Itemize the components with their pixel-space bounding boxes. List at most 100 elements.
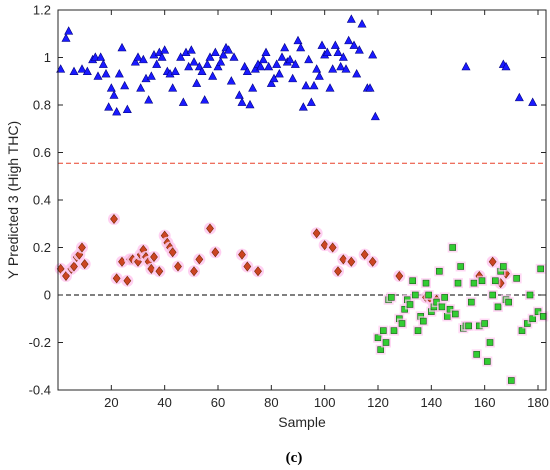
triangle-point <box>146 71 156 80</box>
square-point <box>473 351 480 358</box>
triangle-point <box>120 80 130 90</box>
diamond-point <box>174 261 182 272</box>
triangle-point <box>285 54 295 64</box>
triangle-point <box>314 71 324 80</box>
triangle-point <box>130 57 140 66</box>
y-tick-label: 0.8 <box>33 98 51 113</box>
series-0-triangle-points <box>56 14 538 121</box>
triangle-point <box>178 97 188 106</box>
diamond-point <box>243 261 252 272</box>
square-point <box>492 277 499 285</box>
square-point <box>481 320 488 327</box>
triangle-point <box>234 90 244 99</box>
x-tick-label: 80 <box>264 395 278 410</box>
triangle-point <box>461 61 471 71</box>
triangle-point <box>133 52 143 61</box>
square-point <box>438 303 446 311</box>
triangle-point <box>237 97 247 106</box>
diamond-point <box>112 273 121 284</box>
x-tick-label: 100 <box>314 395 336 410</box>
triangle-point <box>192 78 202 87</box>
square-point <box>454 279 462 287</box>
triangle-point <box>272 59 282 68</box>
x-tick-label: 20 <box>104 395 118 410</box>
triangle-point <box>229 52 239 61</box>
diamond-point <box>238 249 246 260</box>
square-point <box>500 263 507 270</box>
diamond-point <box>147 263 156 274</box>
x-tick-label: 160 <box>474 395 496 410</box>
diamond-point <box>150 252 158 262</box>
triangle-point <box>82 66 92 76</box>
diamond-point <box>168 247 177 258</box>
plot-background <box>58 10 546 390</box>
triangle-point <box>218 49 228 59</box>
triangle-point <box>109 90 119 99</box>
square-point <box>436 267 443 275</box>
series-2-square-points <box>373 242 549 386</box>
triangle-point <box>213 61 223 71</box>
diamond-point <box>62 271 70 281</box>
triangle-point <box>200 95 210 104</box>
x-tick-label: 40 <box>157 395 171 410</box>
square-point <box>412 291 419 299</box>
triangle-point <box>365 83 375 92</box>
triangle-point <box>56 64 66 73</box>
x-axis-title: Sample <box>278 414 326 430</box>
triangle-point <box>277 52 287 61</box>
diamond-point <box>320 240 329 251</box>
diamond-point <box>395 271 404 281</box>
triangle-point <box>301 80 311 90</box>
triangle-point <box>346 14 356 23</box>
triangle-point <box>322 47 332 57</box>
triangle-point <box>258 54 268 64</box>
triangle-point <box>261 47 271 57</box>
x-tick-label: 60 <box>211 395 225 410</box>
square-point <box>494 303 502 311</box>
square-point <box>449 244 456 251</box>
x-axis-ticks: 20 40 60 80 100 120 140 160 180 <box>104 10 549 410</box>
diamond-point <box>78 242 86 253</box>
square-point <box>489 291 496 299</box>
triangle-point <box>202 59 212 68</box>
square-point <box>537 265 544 273</box>
y-tick-label: 0.6 <box>33 145 51 160</box>
diamond-point <box>339 254 348 265</box>
square-point <box>540 313 547 320</box>
diamond-point <box>328 242 337 253</box>
triangle-point <box>224 45 234 54</box>
triangle-point <box>189 57 199 66</box>
triangle-point <box>117 42 127 52</box>
triangle-point <box>98 59 108 68</box>
triangle-point <box>309 80 319 90</box>
triangle-point <box>333 47 343 57</box>
square-point <box>406 301 414 308</box>
triangle-point <box>69 66 79 76</box>
triangle-point <box>104 102 114 111</box>
triangle-point <box>114 68 124 78</box>
square-point <box>518 327 526 334</box>
triangle-point <box>122 104 132 114</box>
triangle-point <box>245 99 255 109</box>
triangle-point <box>208 71 218 80</box>
y-tick-label: 0.4 <box>33 193 51 208</box>
triangle-point <box>210 47 220 57</box>
square-point <box>441 294 448 301</box>
triangle-point <box>336 61 346 71</box>
triangle-point <box>288 73 298 83</box>
x-tick-label: 140 <box>420 395 442 410</box>
triangle-point <box>349 40 359 49</box>
triangle-point <box>61 33 71 42</box>
triangle-point <box>264 61 274 71</box>
square-point <box>486 339 494 346</box>
triangle-point <box>248 83 258 92</box>
triangle-point <box>176 52 186 61</box>
diamond-point <box>155 266 164 277</box>
triangle-point <box>269 73 279 83</box>
square-point <box>388 294 395 301</box>
triangle-point <box>242 66 252 76</box>
triangle-point <box>341 64 351 73</box>
triangle-point <box>226 76 236 85</box>
triangle-point <box>528 97 538 106</box>
panel-label: (c) <box>286 450 303 466</box>
